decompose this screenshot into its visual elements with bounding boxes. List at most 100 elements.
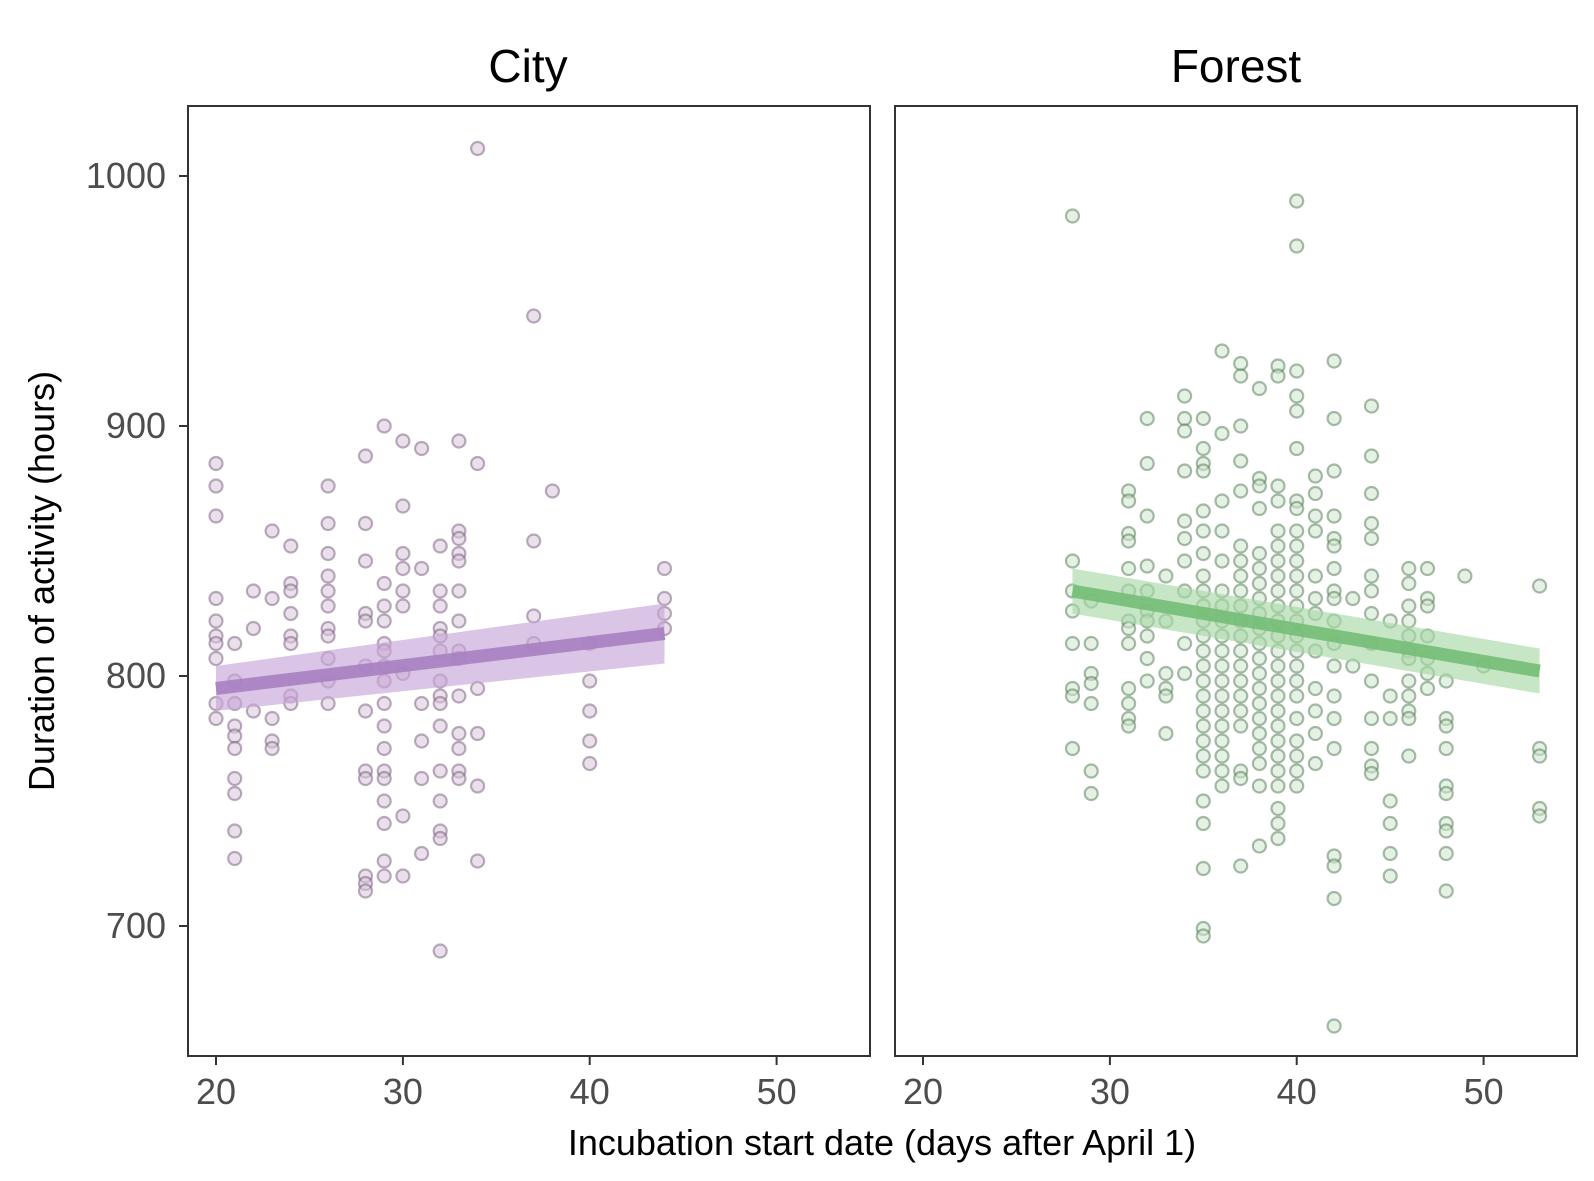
data-point [432, 695, 448, 712]
data-point [320, 598, 336, 614]
data-point [470, 853, 486, 869]
data-point [1270, 523, 1286, 539]
data-point [357, 448, 374, 464]
data-point [1289, 710, 1305, 727]
data-point [1289, 568, 1305, 584]
data-point [1195, 440, 1211, 457]
data-point [1214, 658, 1230, 674]
data-point [1307, 485, 1324, 502]
data-point [1270, 815, 1286, 832]
data-point [1251, 665, 1268, 682]
data-point [1531, 748, 1548, 764]
data-point [1363, 530, 1380, 547]
data-point [1307, 590, 1324, 607]
data-point [1195, 763, 1211, 779]
data-point [451, 688, 467, 704]
data-point [1363, 583, 1380, 599]
data-point [1363, 710, 1380, 727]
data-point [1289, 553, 1305, 569]
data-point [1307, 523, 1324, 539]
data-point [1158, 688, 1174, 704]
x-tick-label: 20 [196, 1071, 236, 1112]
data-point [1139, 650, 1155, 667]
data-point [432, 763, 448, 779]
data-point [376, 613, 392, 629]
data-point [470, 778, 486, 794]
data-point [451, 433, 467, 449]
data-point [395, 545, 411, 562]
data-point [357, 553, 374, 569]
data-point [1195, 688, 1211, 704]
data-point [357, 883, 374, 899]
data-point [357, 770, 374, 787]
data-point [1233, 718, 1249, 734]
data-point [432, 583, 448, 599]
data-point [414, 440, 430, 457]
x-axis-forest: 20 30 40 50 [903, 1056, 1504, 1112]
data-point [1139, 508, 1155, 524]
data-point [1531, 578, 1548, 594]
data-point [1233, 770, 1249, 787]
data-point [208, 508, 224, 524]
data-point [1158, 725, 1174, 742]
data-point [376, 868, 392, 884]
data-point [208, 613, 224, 629]
data-point [451, 583, 467, 599]
data-point [1195, 928, 1211, 944]
data-point [1363, 673, 1380, 689]
data-point [1176, 530, 1193, 547]
data-point [1233, 703, 1249, 719]
data-point [1270, 553, 1286, 569]
data-point [320, 545, 336, 562]
data-point [1083, 695, 1099, 712]
data-point [1176, 423, 1193, 439]
data-point [1326, 858, 1342, 874]
data-point [656, 560, 673, 577]
data-point [1251, 710, 1268, 727]
data-point [1270, 703, 1286, 719]
data-point [320, 515, 336, 532]
data-point [357, 703, 374, 719]
data-point [451, 613, 467, 629]
data-point [1382, 688, 1398, 704]
y-axis-title: Duration of activity (hours) [21, 371, 62, 791]
data-point [1289, 440, 1305, 457]
y-tick-label: 1000 [86, 155, 166, 196]
data-point [1158, 665, 1174, 682]
data-point [1419, 680, 1436, 697]
data-point [208, 635, 224, 652]
facet-title-forest: Forest [1171, 40, 1302, 92]
data-point [1251, 650, 1268, 667]
data-point [1176, 410, 1193, 427]
data-point [376, 770, 392, 787]
data-point [1064, 208, 1081, 224]
data-point [1139, 628, 1155, 644]
data-point [1419, 598, 1436, 614]
data-point [1064, 688, 1081, 704]
data-point [376, 418, 392, 434]
data-point [1195, 523, 1211, 539]
data-point [227, 635, 243, 652]
data-point [582, 673, 598, 689]
data-point [1251, 680, 1268, 697]
data-point [1270, 748, 1286, 764]
data-point [1289, 238, 1305, 254]
data-point [1326, 740, 1342, 757]
data-point [1064, 635, 1081, 652]
data-point [1289, 193, 1305, 209]
data-point [1195, 673, 1211, 689]
data-point [227, 770, 243, 787]
data-point [1176, 463, 1193, 479]
data-point [1233, 688, 1249, 704]
data-point [1382, 845, 1398, 862]
data-point [1307, 725, 1324, 742]
data-point [320, 568, 336, 584]
y-tick-label: 800 [106, 655, 166, 696]
data-point [470, 140, 486, 157]
panel-frame-city [187, 105, 871, 1057]
data-point [1083, 675, 1099, 692]
data-point [208, 455, 224, 472]
data-point [414, 845, 430, 862]
data-point [432, 943, 448, 959]
data-point [1289, 583, 1305, 599]
